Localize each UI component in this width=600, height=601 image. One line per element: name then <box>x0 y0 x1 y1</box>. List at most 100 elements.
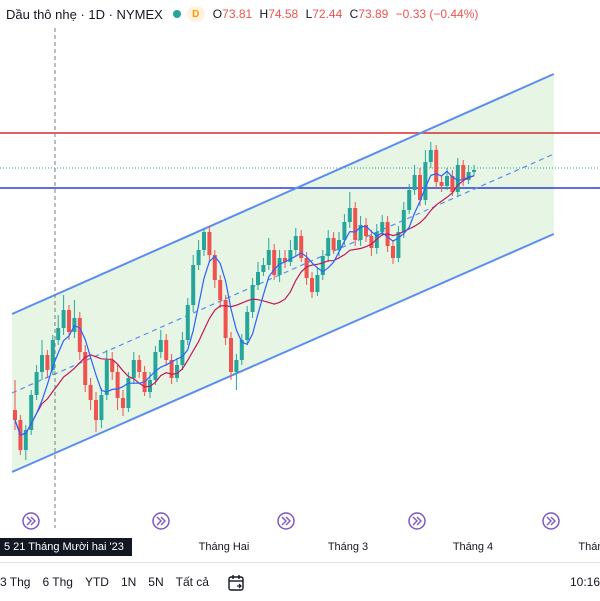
symbol-title[interactable]: Dầu thô nhẹ · 1D · NYMEX <box>6 6 163 22</box>
candle-body[interactable] <box>191 265 196 305</box>
candle-body[interactable] <box>455 165 460 192</box>
candle-body[interactable] <box>391 246 395 258</box>
candle-body[interactable] <box>380 222 385 232</box>
candle-body[interactable] <box>13 410 17 420</box>
candle-body[interactable] <box>126 378 131 408</box>
candle-body[interactable] <box>288 250 293 262</box>
candle-body[interactable] <box>40 355 44 372</box>
play-forward-icon[interactable] <box>408 512 426 530</box>
candle-body[interactable] <box>50 340 55 370</box>
candle-body[interactable] <box>77 318 82 352</box>
candle-body[interactable] <box>418 175 422 200</box>
candle-body[interactable] <box>347 208 352 222</box>
play-forward-icon[interactable] <box>277 512 295 530</box>
candle-body[interactable] <box>310 278 314 292</box>
candle-body[interactable] <box>315 275 320 292</box>
channel-lower-line[interactable] <box>11 233 555 473</box>
delay-badge: D <box>186 6 205 22</box>
candle-body[interactable] <box>364 225 368 236</box>
candle-body[interactable] <box>396 232 401 258</box>
candle-body[interactable] <box>266 250 271 265</box>
range-3m-button[interactable]: 3 Thg <box>0 575 31 589</box>
candle-body[interactable] <box>23 430 28 450</box>
candle-body[interactable] <box>202 232 206 250</box>
candle-body[interactable] <box>196 250 201 265</box>
candle-body[interactable] <box>461 165 466 180</box>
candle-body[interactable] <box>423 162 428 200</box>
candle-body[interactable] <box>94 400 98 420</box>
candle-body[interactable] <box>229 338 233 372</box>
candle-body[interactable] <box>61 310 66 328</box>
candle-body[interactable] <box>272 250 277 275</box>
candle-body[interactable] <box>407 190 412 210</box>
candle-body[interactable] <box>331 238 336 250</box>
range-5y-button[interactable]: 5N <box>148 575 164 589</box>
candle-body[interactable] <box>45 355 50 370</box>
candle-body[interactable] <box>439 182 444 186</box>
candle-body[interactable] <box>342 222 347 240</box>
candle-body[interactable] <box>304 258 309 278</box>
candle-body[interactable] <box>445 176 449 186</box>
candle-body[interactable] <box>110 360 115 372</box>
candle-body[interactable] <box>207 232 212 255</box>
candle-body[interactable] <box>283 258 287 262</box>
candle-body[interactable] <box>320 256 325 275</box>
candle-body[interactable] <box>277 258 282 275</box>
candle-body[interactable] <box>115 372 120 398</box>
candle-body[interactable] <box>369 236 374 248</box>
candle-body[interactable] <box>234 360 239 372</box>
candle-body[interactable] <box>158 340 163 352</box>
candle-body[interactable] <box>472 170 476 172</box>
channel-upper-line[interactable] <box>11 73 555 315</box>
candle-body[interactable] <box>185 305 190 340</box>
calendar-range-icon[interactable] <box>227 574 244 591</box>
candle-body[interactable] <box>34 372 39 395</box>
low-value: 72.44 <box>312 7 343 21</box>
range-6m-button[interactable]: 6 Thg <box>42 575 73 589</box>
chart-header: Dầu thô nhẹ · 1D · NYMEX D O73.81 H74.58… <box>0 0 600 28</box>
range-all-button[interactable]: Tất cả <box>175 575 209 589</box>
candle-body[interactable] <box>434 150 439 182</box>
candle-body[interactable] <box>450 176 455 192</box>
range-1y-button[interactable]: 1N <box>120 575 137 589</box>
candle-body[interactable] <box>104 360 109 395</box>
candle-body[interactable] <box>337 240 341 250</box>
candle-body[interactable] <box>153 352 158 380</box>
candle-body[interactable] <box>256 272 260 285</box>
candle-body[interactable] <box>99 395 104 420</box>
candle-body[interactable] <box>164 340 169 360</box>
candle-body[interactable] <box>261 265 266 272</box>
candle-body[interactable] <box>88 385 93 400</box>
candle-body[interactable] <box>293 236 298 250</box>
candle-body[interactable] <box>245 312 250 340</box>
candle-body[interactable] <box>412 175 417 190</box>
play-forward-icon[interactable] <box>542 512 560 530</box>
candle-body[interactable] <box>180 340 185 365</box>
time-axis[interactable]: Tháng Hai Tháng 3 Tháng 4 Tháng <box>0 528 600 562</box>
candle-body[interactable] <box>326 238 331 256</box>
candle-body[interactable] <box>121 398 125 408</box>
candle-body[interactable] <box>137 360 142 372</box>
candle-body[interactable] <box>83 352 88 385</box>
candle-body[interactable] <box>223 300 228 338</box>
candle-body[interactable] <box>299 236 304 258</box>
candle-body[interactable] <box>131 360 136 378</box>
candle-body[interactable] <box>401 210 406 232</box>
candle-body[interactable] <box>353 208 358 240</box>
month-label: Tháng Hai <box>198 541 250 553</box>
candle-body[interactable] <box>169 360 174 378</box>
play-forward-icon[interactable] <box>152 512 170 530</box>
candle-body[interactable] <box>29 395 34 430</box>
range-ytd-button[interactable]: YTD <box>84 575 109 589</box>
candle-body[interactable] <box>67 310 71 332</box>
candle-body[interactable] <box>175 365 179 378</box>
candle-body[interactable] <box>358 225 363 240</box>
candle-body[interactable] <box>428 150 433 162</box>
candle-body[interactable] <box>466 172 471 180</box>
candle-body[interactable] <box>212 255 217 280</box>
candle-body[interactable] <box>218 280 223 300</box>
price-chart[interactable] <box>0 0 600 528</box>
play-forward-icon[interactable] <box>22 512 40 530</box>
candle-body[interactable] <box>56 328 61 340</box>
candle-body[interactable] <box>239 340 244 360</box>
